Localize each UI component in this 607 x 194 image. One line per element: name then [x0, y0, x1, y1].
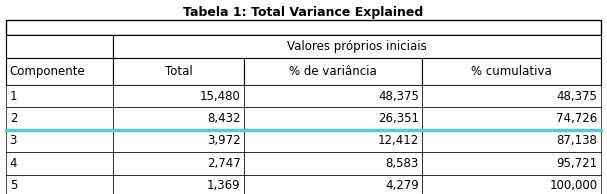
Text: 100,000: 100,000 — [549, 179, 597, 192]
Bar — [422, 58, 601, 85]
Bar — [6, 85, 113, 107]
Text: 87,138: 87,138 — [557, 134, 597, 147]
Text: 5: 5 — [10, 179, 17, 192]
Bar — [113, 130, 244, 152]
Bar — [6, 107, 113, 130]
Text: % cumulativa: % cumulativa — [471, 65, 552, 78]
Text: Valores próprios iniciais: Valores próprios iniciais — [287, 40, 427, 53]
Bar — [244, 175, 422, 194]
Text: 95,721: 95,721 — [556, 157, 597, 170]
Text: 8,432: 8,432 — [207, 112, 240, 125]
Bar — [422, 130, 601, 152]
Text: 74,726: 74,726 — [556, 112, 597, 125]
Bar — [244, 58, 422, 85]
Text: 2: 2 — [10, 112, 17, 125]
Text: 4,279: 4,279 — [385, 179, 419, 192]
Bar — [6, 35, 113, 58]
Bar — [113, 107, 244, 130]
Bar — [113, 85, 244, 107]
Bar — [422, 152, 601, 175]
Bar — [6, 20, 601, 35]
Text: 4: 4 — [10, 157, 17, 170]
Text: Tabela 1: Total Variance Explained: Tabela 1: Total Variance Explained — [183, 6, 424, 19]
Bar — [6, 152, 113, 175]
Text: 15,480: 15,480 — [200, 90, 240, 103]
Text: 8,583: 8,583 — [385, 157, 419, 170]
Bar — [113, 152, 244, 175]
Text: 1: 1 — [10, 90, 17, 103]
Bar — [244, 85, 422, 107]
Bar — [113, 58, 244, 85]
Text: 48,375: 48,375 — [557, 90, 597, 103]
Bar — [244, 130, 422, 152]
Text: 2,747: 2,747 — [207, 157, 240, 170]
Bar — [244, 107, 422, 130]
Text: Componente: Componente — [10, 65, 86, 78]
Text: 12,412: 12,412 — [378, 134, 419, 147]
Text: 26,351: 26,351 — [378, 112, 419, 125]
Bar — [422, 85, 601, 107]
Bar — [6, 175, 113, 194]
Bar — [6, 58, 113, 85]
Text: 48,375: 48,375 — [378, 90, 419, 103]
Bar — [422, 107, 601, 130]
Bar — [113, 35, 601, 58]
Text: Total: Total — [164, 65, 192, 78]
Text: 1,369: 1,369 — [207, 179, 240, 192]
Bar — [244, 152, 422, 175]
Text: 3,972: 3,972 — [207, 134, 240, 147]
Bar — [113, 175, 244, 194]
Bar — [422, 175, 601, 194]
Bar — [6, 130, 113, 152]
Text: 3: 3 — [10, 134, 17, 147]
Text: % de variância: % de variância — [290, 65, 377, 78]
